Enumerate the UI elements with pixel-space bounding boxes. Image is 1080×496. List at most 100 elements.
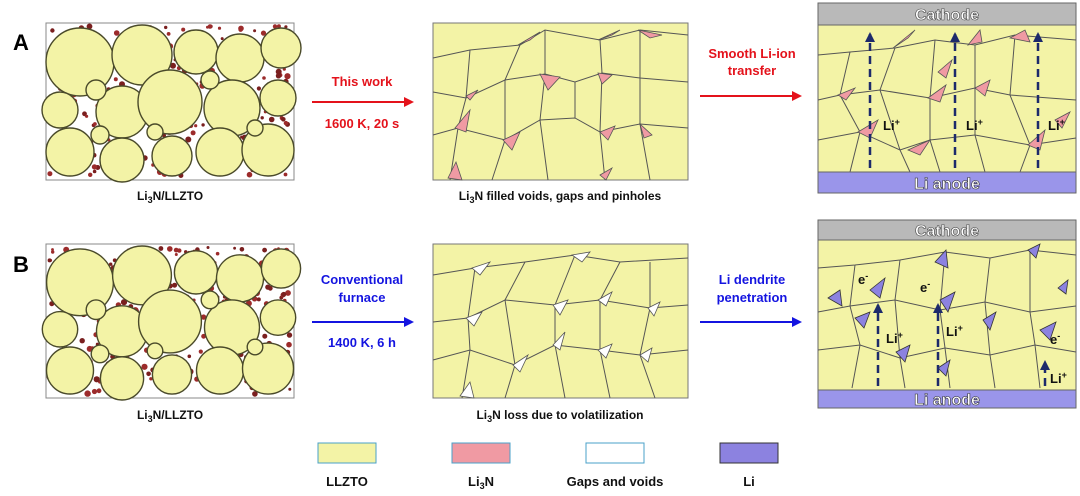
li3n-particle <box>181 27 186 32</box>
arrow-b1-label-2: furnace <box>339 290 386 305</box>
li3n-particle <box>51 250 55 254</box>
li3n-particle <box>146 371 151 377</box>
electron-label-b2: e- <box>920 279 930 295</box>
li3n-particle <box>164 25 168 30</box>
llzto-particle <box>151 135 193 177</box>
li-ion-label-b2: Li+ <box>946 323 963 339</box>
llzto-particle <box>111 24 173 86</box>
li3n-particle <box>96 388 102 394</box>
llzto-particle <box>99 356 145 401</box>
llzto-particle <box>146 123 164 141</box>
cathode-layer-a <box>817 2 1077 26</box>
li3n-particle <box>93 122 97 126</box>
legend-swatch-gaps <box>585 442 645 464</box>
li3n-particle <box>200 314 207 320</box>
li3n-particle <box>256 297 261 302</box>
llzto-particle <box>259 79 297 117</box>
llzto-particle <box>146 342 164 360</box>
li3n-particle <box>79 338 85 344</box>
li3n-particle <box>172 282 178 288</box>
li3n-particle <box>215 251 220 256</box>
li3n-particle <box>262 76 266 80</box>
arrow-a1-label-2: 1600 K, 20 s <box>325 116 399 131</box>
li3n-particle <box>166 32 171 36</box>
llzto-particle <box>246 119 264 137</box>
li3n-particle <box>113 30 120 36</box>
llzto-particle <box>241 342 295 395</box>
li3n-particle <box>47 258 52 263</box>
li3n-particle <box>284 73 291 80</box>
legend-label-li: Li <box>743 474 755 489</box>
llzto-particle <box>151 354 193 395</box>
li3n-particle <box>246 171 253 178</box>
llzto-particle <box>260 248 302 289</box>
li3n-particle <box>201 123 205 127</box>
panel-a1-particles <box>41 22 302 183</box>
panel-a1-caption: Li3N/LLZTO <box>137 189 203 205</box>
electron-label-b3: e- <box>1050 331 1060 347</box>
li3n-particle <box>201 333 207 339</box>
li3n-particle <box>170 62 176 69</box>
li3n-particle <box>217 26 222 30</box>
legend-swatch-li3n <box>451 442 511 464</box>
li-ion-label-b3: Li+ <box>1050 370 1067 386</box>
li3n-particle <box>233 246 237 250</box>
li3n-particle <box>262 247 267 253</box>
anode-layer-b <box>817 389 1077 409</box>
arrow-a2-label-1: Smooth Li-ion <box>708 46 795 61</box>
li3n-particle <box>207 24 213 29</box>
panel-b2-grains-voids <box>432 243 689 399</box>
li3n-particle <box>187 354 192 359</box>
li-ion-label-a3: Li+ <box>1048 117 1065 133</box>
llzto-particle <box>259 299 297 336</box>
llzto-particle <box>137 289 203 354</box>
li3n-particle <box>281 117 286 122</box>
li3n-particle <box>47 171 53 177</box>
cathode-label-b: Cathode <box>915 223 979 240</box>
llzto-particle <box>41 91 79 129</box>
li3n-particle <box>88 172 93 177</box>
arrow-a1-label-1: This work <box>332 74 393 89</box>
li3n-particle <box>288 387 292 391</box>
li3n-particle <box>283 120 289 126</box>
legend-label-gaps: Gaps and voids <box>567 474 664 489</box>
li3n-particle <box>275 68 282 75</box>
li3n-particle <box>158 246 164 251</box>
panel-a2-caption: Li3N filled voids, gaps and pinholes <box>459 189 662 205</box>
li3n-particle <box>253 29 257 33</box>
anode-label-b: Li anode <box>914 392 980 409</box>
llzto-particle <box>260 27 302 69</box>
li3n-particle <box>50 28 55 33</box>
li3n-particle <box>167 246 173 252</box>
arrow-b1-label-3: 1400 K, 6 h <box>328 335 396 350</box>
li3n-particle <box>92 169 97 174</box>
anode-label-a: Li anode <box>914 176 980 193</box>
li3n-particle <box>272 24 278 29</box>
li3n-particle <box>120 299 128 306</box>
llzto-particle <box>45 127 95 177</box>
llzto-particle <box>200 70 220 90</box>
li3n-particle <box>268 116 275 123</box>
li3n-particle <box>85 114 89 118</box>
li-ion-label-a2: Li+ <box>966 117 983 133</box>
li3n-particle <box>285 290 291 296</box>
li3n-particle <box>93 376 100 383</box>
li3n-particle <box>286 332 293 338</box>
li3n-particle <box>286 341 292 348</box>
llzto-particle <box>45 346 95 395</box>
llzto-particle <box>195 127 245 177</box>
li3n-particle <box>149 377 153 381</box>
li3n-particle <box>51 248 54 251</box>
li-ion-label-b1: Li+ <box>886 330 903 346</box>
panel-b3-cell: Cathode Li anode e- <box>817 219 1077 409</box>
llzto-particle <box>173 250 219 295</box>
li3n-particle <box>239 247 245 252</box>
anode-layer-a <box>817 171 1077 194</box>
li-ion-label-a1: Li+ <box>883 117 900 133</box>
li3n-particle <box>262 333 268 339</box>
llzto-particle <box>241 123 295 177</box>
li3n-particle <box>283 172 288 177</box>
li3n-particle <box>113 77 118 82</box>
li3n-particle <box>276 24 281 29</box>
arrow-b2-label-2: penetration <box>717 290 788 305</box>
